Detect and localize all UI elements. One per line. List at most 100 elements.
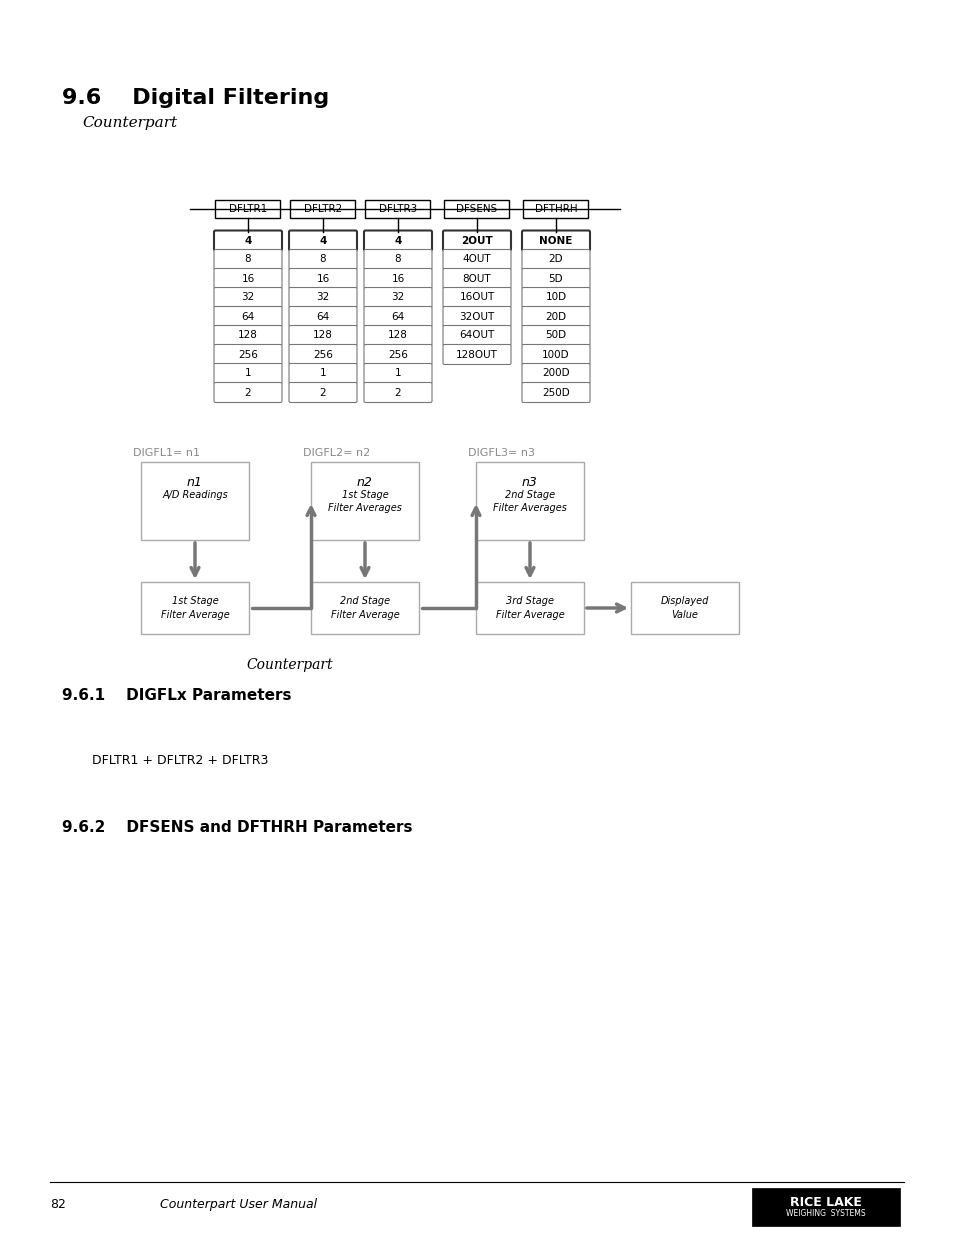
Text: 8: 8 <box>319 254 326 264</box>
FancyBboxPatch shape <box>365 200 430 219</box>
Text: Counterpart User Manual: Counterpart User Manual <box>160 1198 316 1212</box>
Text: 128: 128 <box>313 331 333 341</box>
Text: 64: 64 <box>316 311 330 321</box>
FancyBboxPatch shape <box>213 288 282 308</box>
FancyBboxPatch shape <box>289 249 356 269</box>
FancyBboxPatch shape <box>289 306 356 326</box>
FancyBboxPatch shape <box>213 383 282 403</box>
Text: 4: 4 <box>319 236 326 246</box>
Text: DFLTR2: DFLTR2 <box>304 204 342 214</box>
Text: 8: 8 <box>244 254 251 264</box>
Text: 10D: 10D <box>545 293 566 303</box>
Text: 16: 16 <box>241 273 254 284</box>
Text: 4: 4 <box>394 236 401 246</box>
Text: 200D: 200D <box>541 368 569 378</box>
Text: 128: 128 <box>238 331 257 341</box>
FancyBboxPatch shape <box>289 345 356 364</box>
FancyBboxPatch shape <box>521 249 589 269</box>
Text: DFLTR3: DFLTR3 <box>378 204 416 214</box>
FancyBboxPatch shape <box>521 306 589 326</box>
FancyBboxPatch shape <box>141 582 249 634</box>
FancyBboxPatch shape <box>364 288 432 308</box>
FancyBboxPatch shape <box>364 306 432 326</box>
Text: 256: 256 <box>238 350 257 359</box>
FancyBboxPatch shape <box>521 345 589 364</box>
FancyBboxPatch shape <box>521 383 589 403</box>
FancyBboxPatch shape <box>442 249 511 269</box>
Text: 32OUT: 32OUT <box>459 311 494 321</box>
Text: 8OUT: 8OUT <box>462 273 491 284</box>
FancyBboxPatch shape <box>521 231 589 251</box>
FancyBboxPatch shape <box>442 268 511 289</box>
FancyBboxPatch shape <box>213 249 282 269</box>
FancyBboxPatch shape <box>476 582 583 634</box>
Text: 4: 4 <box>244 236 252 246</box>
Text: 2: 2 <box>395 388 401 398</box>
Text: 4OUT: 4OUT <box>462 254 491 264</box>
FancyBboxPatch shape <box>213 268 282 289</box>
FancyBboxPatch shape <box>442 345 511 364</box>
FancyBboxPatch shape <box>476 462 583 540</box>
FancyBboxPatch shape <box>442 326 511 346</box>
Text: 3rd Stage
Filter Average: 3rd Stage Filter Average <box>496 597 564 620</box>
FancyBboxPatch shape <box>289 383 356 403</box>
Text: 1: 1 <box>395 368 401 378</box>
Text: 128OUT: 128OUT <box>456 350 497 359</box>
Text: DIGFL1= n1: DIGFL1= n1 <box>132 448 200 458</box>
Text: n2: n2 <box>356 475 373 489</box>
Text: DFLTR1: DFLTR1 <box>229 204 267 214</box>
Text: 2D: 2D <box>548 254 562 264</box>
FancyBboxPatch shape <box>523 200 588 219</box>
Text: 16: 16 <box>391 273 404 284</box>
FancyBboxPatch shape <box>364 231 432 251</box>
Text: 20D: 20D <box>545 311 566 321</box>
FancyBboxPatch shape <box>291 200 355 219</box>
FancyBboxPatch shape <box>364 363 432 384</box>
Text: n1: n1 <box>187 475 203 489</box>
Text: DFTHRH: DFTHRH <box>534 204 577 214</box>
FancyBboxPatch shape <box>213 231 282 251</box>
Text: 2: 2 <box>319 388 326 398</box>
Text: 2: 2 <box>244 388 251 398</box>
Text: 16: 16 <box>316 273 330 284</box>
FancyBboxPatch shape <box>521 288 589 308</box>
Text: DIGFL2= n2: DIGFL2= n2 <box>303 448 370 458</box>
Text: 8: 8 <box>395 254 401 264</box>
FancyBboxPatch shape <box>364 326 432 346</box>
FancyBboxPatch shape <box>364 383 432 403</box>
Text: 82: 82 <box>50 1198 66 1212</box>
FancyBboxPatch shape <box>213 363 282 384</box>
FancyBboxPatch shape <box>751 1188 899 1226</box>
Text: 9.6.1    DIGFLx Parameters: 9.6.1 DIGFLx Parameters <box>62 688 292 703</box>
Text: 256: 256 <box>388 350 408 359</box>
Text: A/D Readings: A/D Readings <box>162 490 228 500</box>
Text: n3: n3 <box>521 475 537 489</box>
Text: 128: 128 <box>388 331 408 341</box>
Text: Counterpart: Counterpart <box>247 658 333 672</box>
FancyBboxPatch shape <box>444 200 509 219</box>
Text: 9.6.2    DFSENS and DFTHRH Parameters: 9.6.2 DFSENS and DFTHRH Parameters <box>62 820 412 835</box>
FancyBboxPatch shape <box>442 231 511 251</box>
Text: 50D: 50D <box>545 331 566 341</box>
FancyBboxPatch shape <box>289 363 356 384</box>
Text: 1: 1 <box>319 368 326 378</box>
Text: 5D: 5D <box>548 273 562 284</box>
FancyBboxPatch shape <box>141 462 249 540</box>
Text: 1: 1 <box>244 368 251 378</box>
Text: 32: 32 <box>316 293 330 303</box>
Text: RICE LAKE: RICE LAKE <box>789 1195 861 1209</box>
FancyBboxPatch shape <box>442 306 511 326</box>
Text: 64: 64 <box>391 311 404 321</box>
Text: 16OUT: 16OUT <box>459 293 494 303</box>
Text: DFLTR1 + DFLTR2 + DFLTR3: DFLTR1 + DFLTR2 + DFLTR3 <box>91 755 268 767</box>
Text: 32: 32 <box>241 293 254 303</box>
Text: 2nd Stage
Filter Average: 2nd Stage Filter Average <box>331 597 399 620</box>
Text: 9.6    Digital Filtering: 9.6 Digital Filtering <box>62 88 329 107</box>
Text: 64: 64 <box>241 311 254 321</box>
FancyBboxPatch shape <box>215 200 280 219</box>
Text: 32: 32 <box>391 293 404 303</box>
FancyBboxPatch shape <box>521 268 589 289</box>
Text: 256: 256 <box>313 350 333 359</box>
FancyBboxPatch shape <box>213 306 282 326</box>
FancyBboxPatch shape <box>521 363 589 384</box>
